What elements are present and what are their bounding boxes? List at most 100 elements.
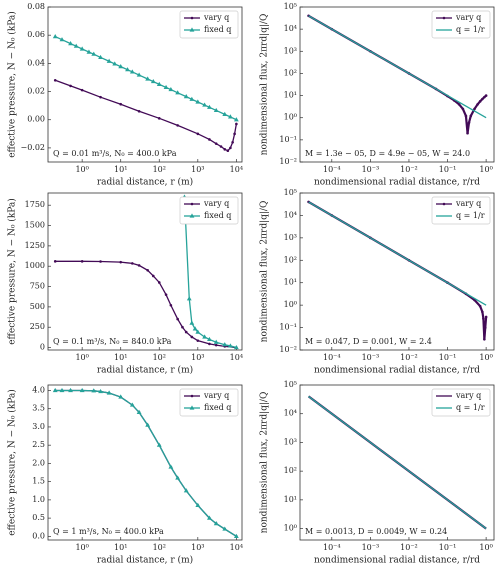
y-tick-label: 0.5 (32, 513, 45, 522)
point (483, 337, 486, 341)
y-tick-label: 750 (30, 282, 45, 291)
y-tick-label: 500 (30, 302, 45, 311)
point (136, 72, 142, 77)
point (80, 260, 84, 263)
plot-area (307, 395, 487, 530)
point (119, 102, 123, 106)
x-axis-label: nondimensional radial distance, r/rd (314, 366, 480, 376)
x-tick-label: 10¹ (114, 543, 127, 552)
point (137, 109, 141, 113)
x-tick-label: 10⁻⁴ (323, 353, 341, 362)
y-tick-label: 1250 (25, 241, 45, 250)
series-line (308, 201, 487, 306)
plot-area (307, 200, 488, 341)
x-tick-label: 10⁰ (479, 165, 492, 174)
y-tick-label: 10⁰ (284, 524, 297, 533)
x-tick-label: 10⁻¹ (439, 353, 457, 362)
point (483, 95, 486, 99)
x-tick-label: 10⁻⁴ (323, 543, 341, 552)
point (125, 67, 130, 72)
x-tick-label: 10⁰ (75, 165, 88, 174)
point (176, 317, 179, 321)
series-line (308, 15, 487, 119)
point (222, 342, 228, 347)
y-tick-label: 0.00 (27, 115, 45, 124)
y-tick-label: 1000 (25, 261, 45, 270)
x-axis-label: nondimensional radial distance, r/rd (314, 556, 480, 565)
annotation: Q = 1 m³/s, N₀ = 400.0 kPa (53, 527, 164, 536)
y-tick-label: 0.08 (27, 2, 45, 11)
legend-label: q = 1/r (456, 403, 485, 412)
x-tick-label: 10⁰ (479, 353, 492, 362)
legend: vary q q = 1/r (431, 388, 491, 417)
y-axis-label: effective pressure, N − N₀ (kPa) (7, 11, 18, 158)
point (467, 121, 471, 124)
point (98, 54, 103, 60)
point (168, 464, 174, 469)
x-tick-label: 10⁰ (75, 543, 88, 552)
point (482, 317, 485, 320)
x-tick-label: 10⁻¹ (439, 543, 457, 552)
x-tick-label: 10³ (191, 165, 204, 174)
point (136, 409, 142, 414)
legend-label: fixed q (204, 211, 231, 220)
point (442, 202, 446, 206)
point (483, 326, 487, 329)
point (207, 104, 212, 109)
point (99, 260, 102, 263)
point (196, 339, 200, 342)
point (68, 41, 73, 46)
point (175, 90, 181, 95)
point (208, 138, 211, 141)
axes-frame (299, 384, 495, 541)
y-tick-label: 10⁴ (284, 24, 297, 33)
y-tick-label: 3.0 (32, 422, 45, 431)
y-tick-label: 10³ (284, 46, 297, 55)
axes-frame (299, 6, 495, 163)
plot-area (307, 14, 488, 135)
annotation: M = 1.3e − 05, D = 4.9e − 05, W = 24.0 (305, 149, 470, 158)
point (112, 61, 118, 66)
y-tick-label: 10⁰ (284, 300, 297, 309)
legend: vary q fixed q (179, 10, 239, 39)
x-tick-label: 10⁻² (400, 165, 418, 174)
axes-frame (299, 192, 495, 351)
x-tick-label: 10⁴ (230, 165, 243, 174)
x-tick-label: 10⁻² (400, 543, 418, 552)
point (118, 64, 124, 69)
y-axis-label: nondimensional flux, 2πrd|q|/Q (260, 201, 270, 343)
point (118, 394, 124, 399)
x-axis-label: radial distance, r (m) (97, 365, 193, 376)
y-axis-label: effective pressure, N − N₀ (kPa) (7, 389, 18, 536)
plot-area (52, 387, 239, 538)
series-line (55, 260, 237, 349)
x-tick-label: 10¹ (114, 165, 127, 174)
point (190, 335, 194, 339)
point (484, 315, 488, 319)
legend-label: fixed q (204, 25, 231, 34)
legend-label: vary q (455, 391, 481, 400)
point (195, 329, 201, 334)
panel: 10⁻⁴ 10⁻³ 10⁻² 10⁻¹ 10⁰ 10⁰ 10¹ 10² 10³ 10⁴ 10⁵ non… (260, 380, 495, 565)
x-tick-label: 10² (153, 543, 166, 552)
legend-label: vary q (203, 13, 229, 22)
point (183, 94, 189, 99)
y-tick-label: 0 (40, 343, 45, 352)
axes-frame (47, 384, 243, 541)
x-tick-label: 10³ (191, 353, 204, 362)
y-tick-label: 10⁵ (284, 380, 297, 389)
point (227, 343, 233, 348)
y-tick-label: 10¹ (284, 91, 297, 100)
y-tick-label: 0.06 (27, 30, 45, 39)
point (189, 320, 195, 325)
point (190, 202, 194, 206)
point (145, 76, 151, 81)
point (73, 43, 79, 48)
point (189, 405, 195, 410)
panel: 10⁻⁴ 10⁻³ 10⁻² 10⁻¹ 10⁰ 10⁻² 10⁻¹ 10⁰ 10¹ 10² 10³ 1… (260, 188, 495, 376)
point (86, 49, 92, 54)
point (192, 326, 198, 331)
point (146, 268, 149, 272)
